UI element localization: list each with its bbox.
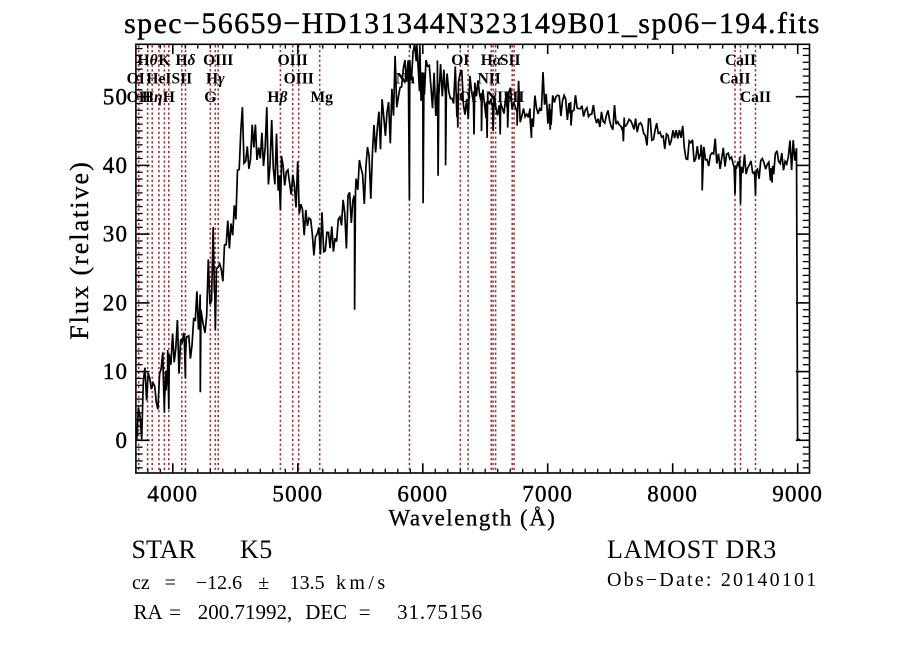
svg-text:spec−56659−HD131344N323149B01_: spec−56659−HD131344N323149B01_sp06−194.f… [124,7,821,40]
svg-text:5000: 5000 [272,482,323,507]
svg-text:Hγ: Hγ [206,71,225,88]
svg-text:Flux (relative): Flux (relative) [65,160,94,339]
svg-text:20: 20 [103,291,128,316]
svg-text:RA: RA [134,600,164,624]
svg-text:km/s: km/s [336,572,389,594]
svg-text:H: H [163,89,175,106]
svg-text:CaII: CaII [725,52,756,69]
svg-text:SII: SII [171,71,192,88]
svg-text:31.75156: 31.75156 [397,600,483,624]
svg-text:50: 50 [103,84,128,109]
svg-text:10: 10 [103,359,128,384]
svg-text:7000: 7000 [522,482,573,507]
svg-text:K5: K5 [240,535,273,564]
svg-text:LAMOST DR3: LAMOST DR3 [607,535,777,564]
svg-text:40: 40 [103,153,128,178]
svg-text:NII: NII [478,71,501,88]
svg-text:Obs−Date: 20140101: Obs−Date: 20140101 [607,569,818,591]
svg-text:G: G [204,89,216,106]
svg-text:200.71992,: 200.71992, [198,600,292,624]
svg-text:OIII: OIII [284,71,314,88]
svg-text:K: K [158,52,170,69]
svg-text:30: 30 [103,222,128,247]
svg-text:cz: cz [132,572,150,594]
svg-text:=: = [165,572,176,594]
svg-text:0: 0 [115,428,128,453]
svg-text:−12.6: −12.6 [196,572,242,594]
svg-text:SII: SII [500,52,521,69]
svg-text:CaII: CaII [719,71,750,88]
svg-text:6000: 6000 [397,482,448,507]
svg-text:4000: 4000 [147,482,198,507]
svg-text:DEC: DEC [305,600,347,624]
svg-text:=: = [169,600,181,624]
svg-text:Hα: Hα [481,52,502,69]
svg-text:Wavelength (Å): Wavelength (Å) [389,506,557,531]
svg-text:OIII: OIII [278,52,308,69]
svg-text:Hδ: Hδ [175,52,195,69]
svg-text:8000: 8000 [647,482,698,507]
svg-text:STAR: STAR [132,535,197,564]
svg-text:OI: OI [451,52,469,69]
svg-text:OIII: OIII [203,52,233,69]
svg-text:=: = [359,600,371,624]
svg-text:Hθ: Hθ [138,52,158,69]
svg-text:HeI: HeI [146,71,171,88]
svg-text:Hβ: Hβ [267,89,287,106]
svg-text:OII: OII [127,89,151,106]
svg-text:9000: 9000 [772,482,823,507]
svg-text:CaII: CaII [740,89,771,106]
svg-text:Hη: Hη [142,89,163,106]
svg-text:Mg: Mg [311,89,334,106]
svg-text:±: ± [258,572,269,594]
svg-text:13.5: 13.5 [290,572,325,594]
